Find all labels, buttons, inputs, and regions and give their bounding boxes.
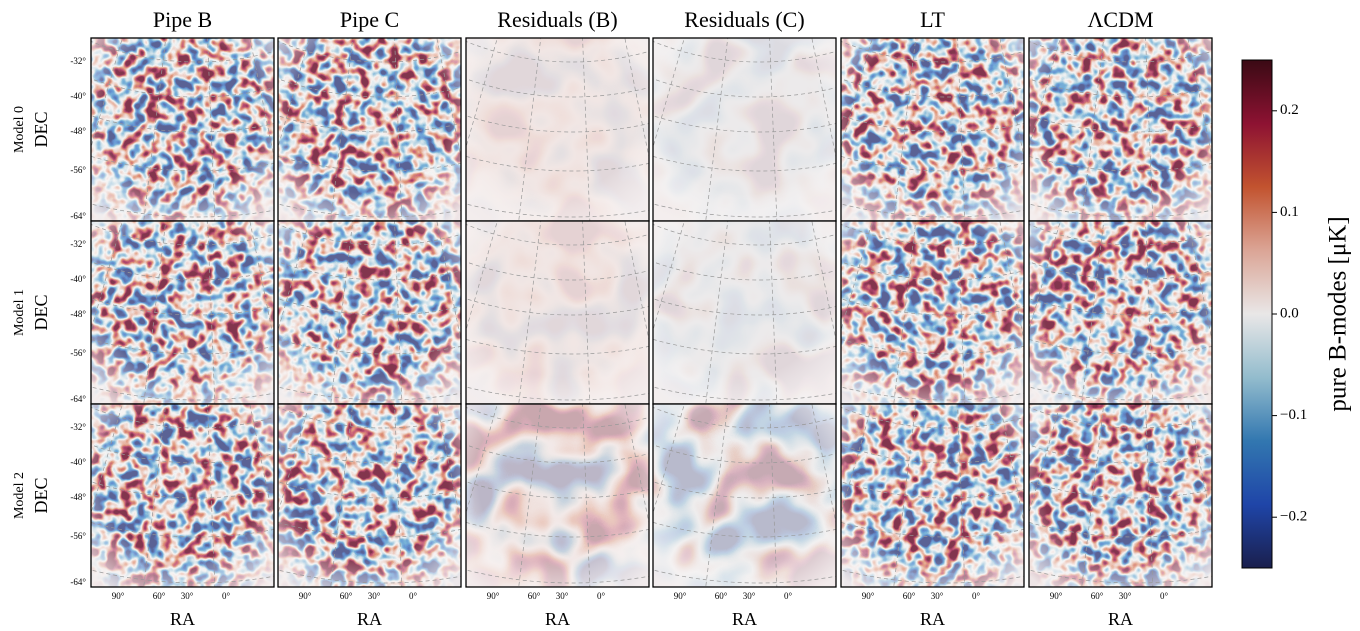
map-panel bbox=[1029, 221, 1212, 404]
x-axis-label: RA bbox=[357, 609, 382, 629]
colorbar-label: pure B-modes [μK] bbox=[1325, 216, 1352, 411]
dec-tick-label: -40° bbox=[70, 91, 86, 101]
panel-frame bbox=[277, 403, 462, 588]
map-panel bbox=[466, 404, 649, 587]
x-axis-label: RA bbox=[732, 609, 757, 629]
map-panel bbox=[91, 404, 274, 587]
ra-tick-label: 60° bbox=[340, 591, 353, 601]
ra-tick-label: 0° bbox=[784, 591, 793, 601]
x-axis-label: RA bbox=[170, 609, 195, 629]
column-title: Residuals (C) bbox=[684, 7, 804, 32]
column-title: LT bbox=[920, 7, 945, 32]
ra-tick-label: 60° bbox=[1091, 591, 1104, 601]
colorbar-tick-label: 0.2 bbox=[1280, 102, 1299, 118]
map-panel bbox=[278, 404, 461, 587]
colorbar-tick-label: −0.1 bbox=[1280, 407, 1307, 423]
ra-tick-label: 60° bbox=[153, 591, 166, 601]
column-title: Pipe C bbox=[340, 7, 399, 32]
map-panel bbox=[1029, 38, 1212, 221]
dec-tick-label: -48° bbox=[70, 126, 86, 136]
dec-tick-label: -64° bbox=[70, 211, 86, 221]
y-axis-label: DEC bbox=[31, 112, 51, 148]
ra-tick-label: 0° bbox=[409, 591, 418, 601]
ra-tick-label: 90° bbox=[487, 591, 500, 601]
dec-tick-label: -48° bbox=[70, 309, 86, 319]
ra-tick-label: 90° bbox=[112, 591, 125, 601]
column-title: ΛCDM bbox=[1087, 7, 1153, 32]
ra-tick-label: 60° bbox=[528, 591, 541, 601]
dec-tick-label: -56° bbox=[70, 165, 86, 175]
map-panel bbox=[1029, 404, 1212, 587]
map-panel bbox=[91, 221, 274, 404]
y-axis-label: DEC bbox=[31, 295, 51, 331]
panel-frame bbox=[652, 403, 837, 588]
x-axis-label: RA bbox=[545, 609, 570, 629]
dec-tick-label: -56° bbox=[70, 531, 86, 541]
dec-tick-label: -56° bbox=[70, 348, 86, 358]
ra-tick-label: 90° bbox=[299, 591, 312, 601]
ra-tick-label: 30° bbox=[931, 591, 944, 601]
row-label: Model 1 bbox=[12, 289, 27, 336]
ra-tick-label: 30° bbox=[368, 591, 381, 601]
panel-frame bbox=[840, 403, 1025, 588]
map-panel bbox=[466, 38, 649, 221]
x-axis-label: RA bbox=[1108, 609, 1133, 629]
dec-tick-label: -64° bbox=[70, 394, 86, 404]
column-title: Pipe B bbox=[153, 7, 212, 32]
map-panel bbox=[841, 38, 1024, 221]
dec-tick-label: -32° bbox=[70, 239, 86, 249]
map-panel bbox=[278, 221, 461, 404]
ra-tick-label: 90° bbox=[862, 591, 875, 601]
panel-frame bbox=[1028, 403, 1213, 588]
y-axis-label: DEC bbox=[31, 478, 51, 514]
map-panel bbox=[91, 38, 274, 221]
row-label: Model 2 bbox=[12, 472, 27, 519]
panel-frame bbox=[90, 403, 275, 588]
dec-tick-label: -64° bbox=[70, 577, 86, 587]
ra-tick-label: 0° bbox=[597, 591, 606, 601]
ra-tick-label: 60° bbox=[715, 591, 728, 601]
panel-frame bbox=[465, 403, 650, 588]
colorbar bbox=[1241, 59, 1273, 569]
colorbar-tick-label: 0.0 bbox=[1280, 305, 1299, 321]
colorbar-tick-label: 0.1 bbox=[1280, 204, 1299, 220]
map-panel bbox=[653, 38, 836, 221]
ra-tick-label: 90° bbox=[1050, 591, 1063, 601]
dec-tick-label: -32° bbox=[70, 56, 86, 66]
column-title: Residuals (B) bbox=[497, 7, 617, 32]
map-panel bbox=[653, 404, 836, 587]
dec-tick-label: -32° bbox=[70, 422, 86, 432]
map-panel bbox=[466, 221, 649, 404]
map-panel bbox=[841, 404, 1024, 587]
colorbar-tick-label: −0.2 bbox=[1280, 509, 1307, 525]
map-panel bbox=[841, 221, 1024, 404]
ra-tick-label: 30° bbox=[743, 591, 756, 601]
dec-tick-label: -40° bbox=[70, 274, 86, 284]
ra-tick-label: 30° bbox=[181, 591, 194, 601]
x-axis-label: RA bbox=[920, 609, 945, 629]
ra-tick-label: 60° bbox=[903, 591, 916, 601]
row-label: Model 0 bbox=[12, 106, 27, 153]
map-panel bbox=[653, 221, 836, 404]
ra-tick-label: 0° bbox=[1160, 591, 1169, 601]
ra-tick-label: 90° bbox=[674, 591, 687, 601]
map-panel bbox=[278, 38, 461, 221]
ra-tick-label: 0° bbox=[972, 591, 981, 601]
dec-tick-label: -48° bbox=[70, 492, 86, 502]
ra-tick-label: 0° bbox=[222, 591, 231, 601]
dec-tick-label: -40° bbox=[70, 457, 86, 467]
ra-tick-label: 30° bbox=[1119, 591, 1132, 601]
ra-tick-label: 30° bbox=[556, 591, 569, 601]
